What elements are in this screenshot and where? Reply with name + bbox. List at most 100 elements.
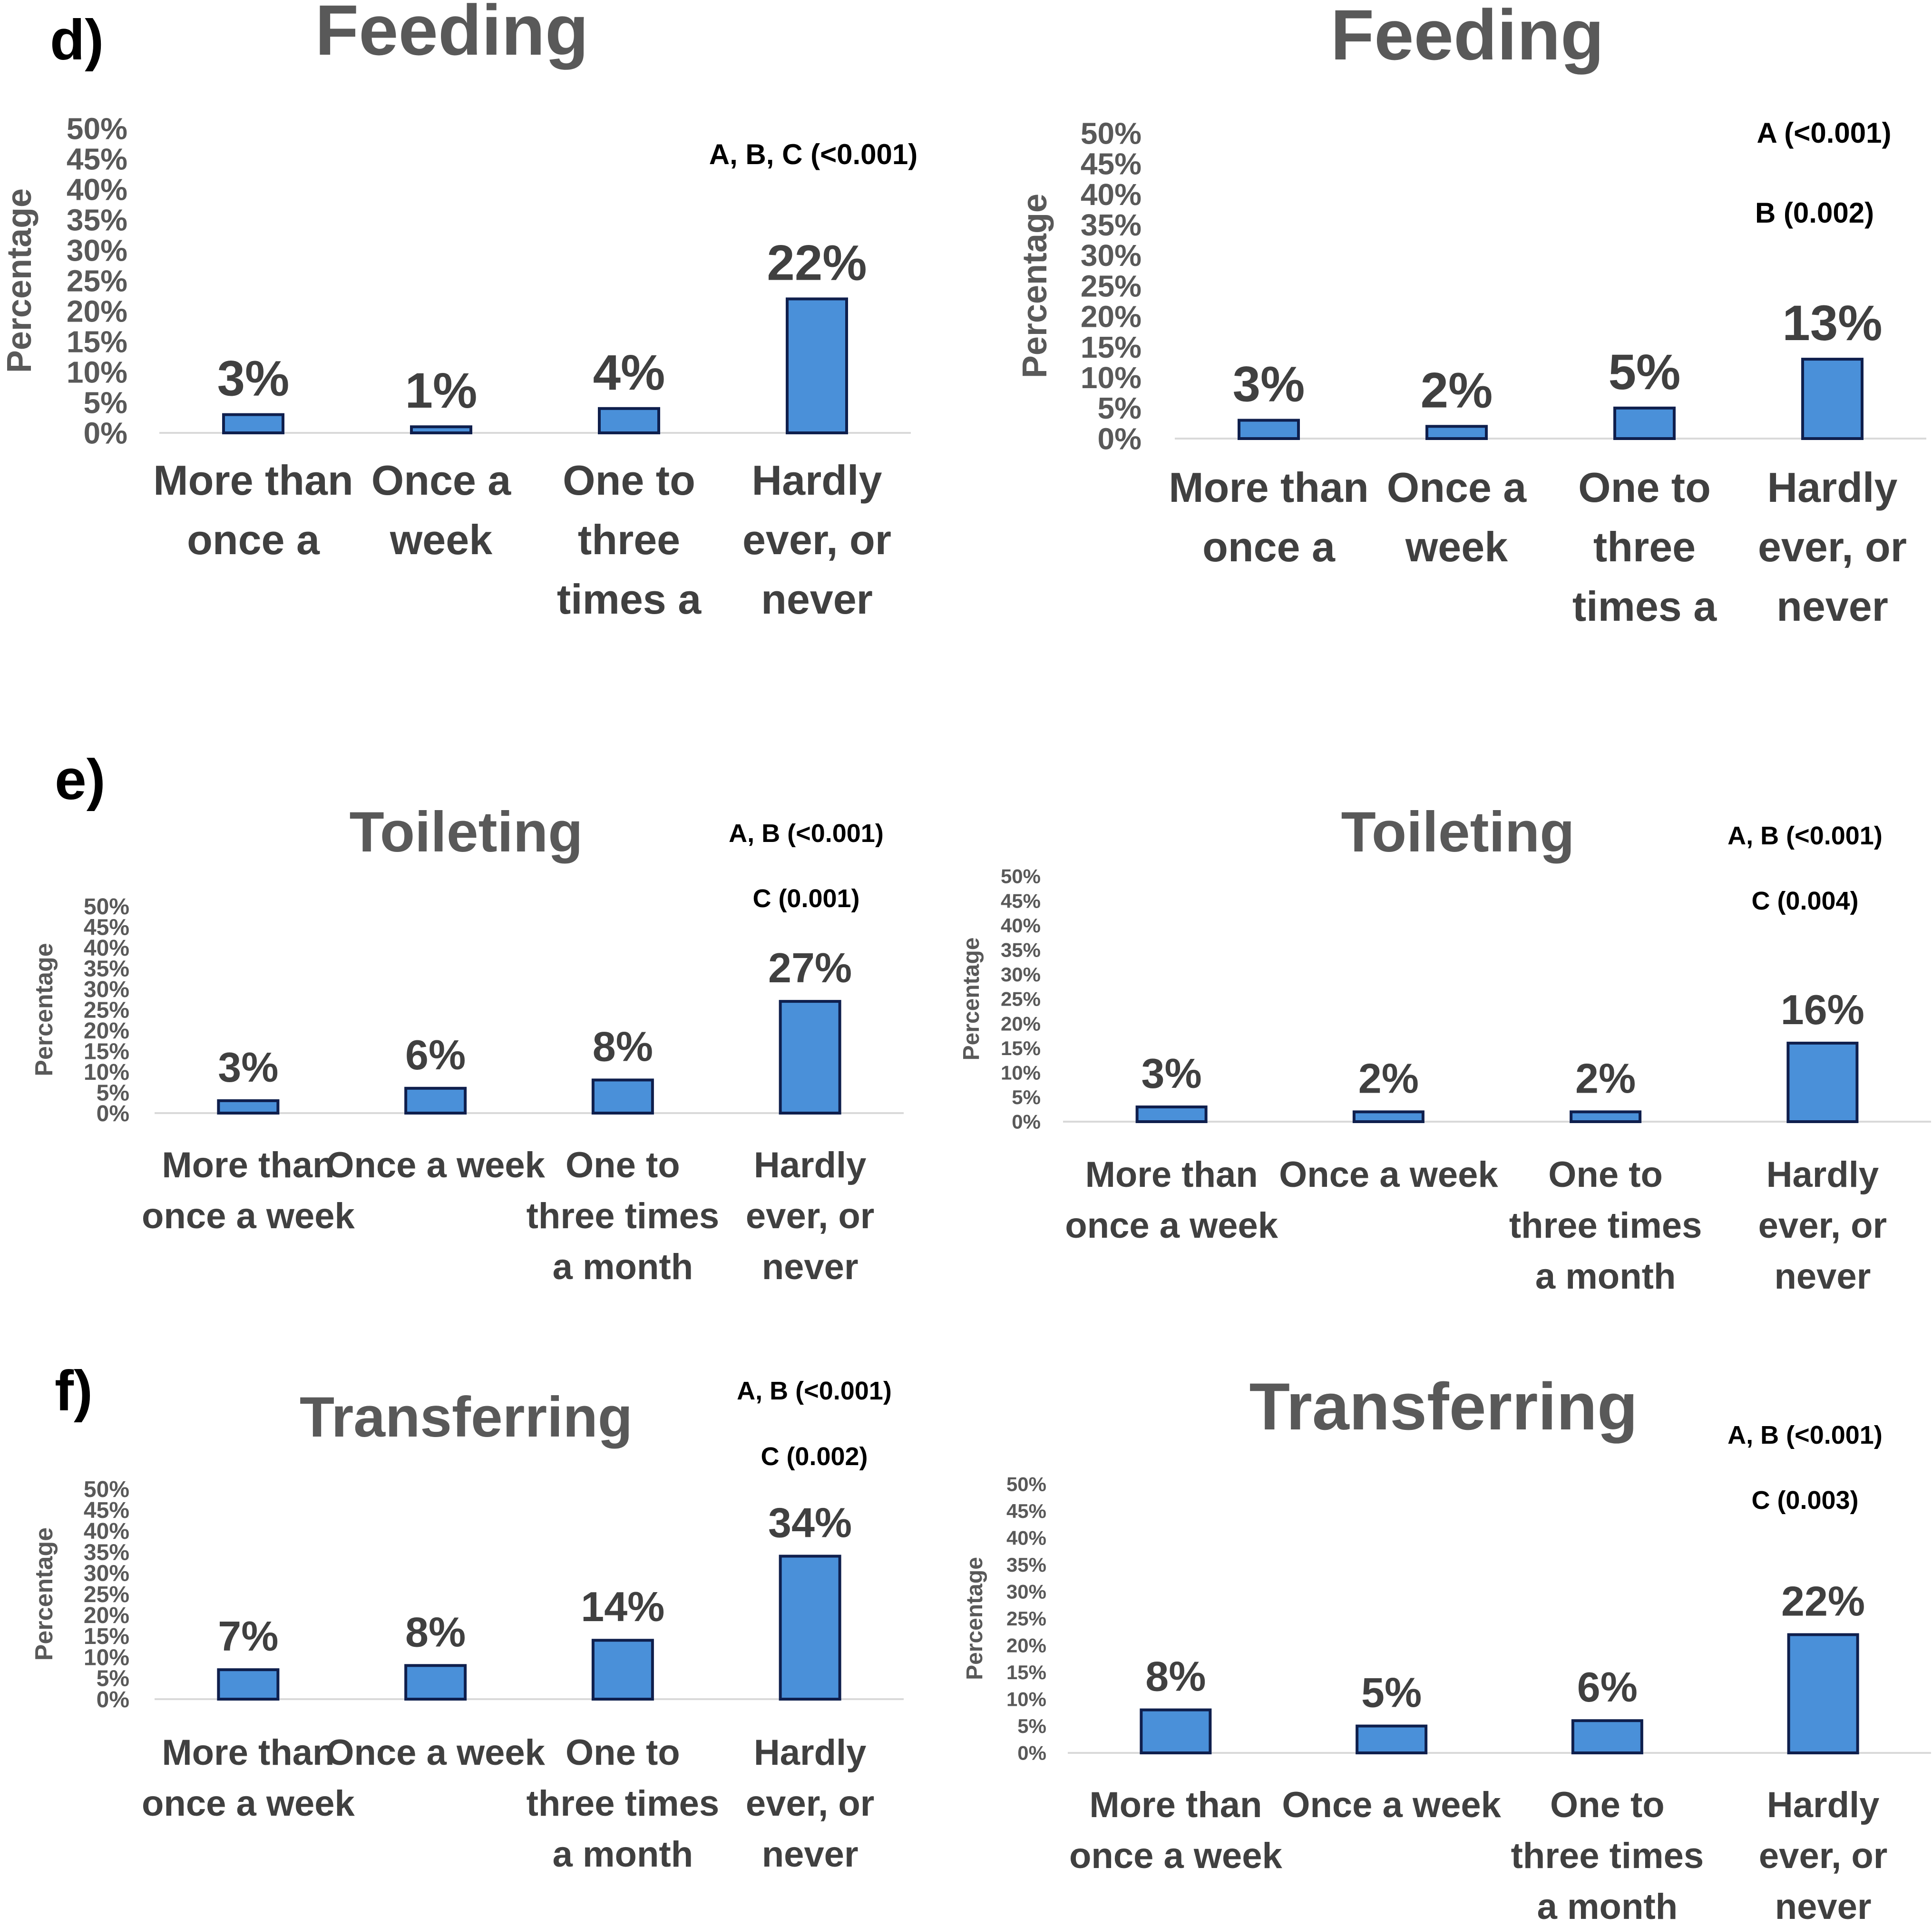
significance-annotation: C (0.002) xyxy=(761,1442,868,1471)
y-tick-label: 10% xyxy=(84,1645,129,1670)
panel-label-e: e) xyxy=(55,748,106,812)
chart-4: Toileting Percentage 0% 5%10% 15%20%25%30%35… xyxy=(959,800,1931,1297)
y-tick-label: 10% xyxy=(1001,1062,1041,1084)
data-label: 14% xyxy=(581,1583,664,1630)
x-tick-label: More than once a week xyxy=(1069,1785,1283,1876)
data-label: 8% xyxy=(405,1608,466,1655)
x-tick-label: Hardly ever, or never xyxy=(746,1145,874,1287)
y-tick-label: 50% xyxy=(1081,116,1142,150)
y-tick-label: 10% xyxy=(67,355,127,389)
significance-annotation: A, B, C (<0.001) xyxy=(709,138,918,170)
chart-3: Toileting Percentage 0%5%10%15%20%25%30%35… xyxy=(30,800,904,1287)
bar xyxy=(217,1668,280,1701)
y-tick-label: 5% xyxy=(1098,391,1142,425)
y-tick-label: 15% xyxy=(84,1039,129,1064)
chart-title: Feeding xyxy=(315,0,588,70)
y-axis-label: Percentage xyxy=(0,188,39,373)
x-tick-label: Once a week xyxy=(1279,1154,1498,1195)
data-label: 4% xyxy=(593,345,665,401)
bar xyxy=(1571,1719,1643,1754)
y-tick-label: 35% xyxy=(84,956,129,981)
y-tick-label: 25% xyxy=(84,998,129,1023)
panel-label-d: d) xyxy=(50,8,104,72)
y-tick-label: 5% xyxy=(97,1080,129,1105)
data-label: 8% xyxy=(593,1023,653,1070)
significance-annotation: A, B (<0.001) xyxy=(737,1377,892,1405)
y-tick-label: 40% xyxy=(1081,177,1142,212)
x-tick-label: Once a week xyxy=(326,1145,545,1185)
y-tick-label: 45% xyxy=(84,915,129,940)
y-tick-label: 40% xyxy=(84,936,129,961)
y-axis-label: Percentage xyxy=(1016,194,1054,378)
x-tick-label: Hardly ever, or never xyxy=(742,457,891,623)
data-label: 5% xyxy=(1361,1669,1422,1716)
y-tick-label: 15% xyxy=(1081,330,1142,364)
bar xyxy=(779,1555,841,1701)
significance-annotation: A, B (<0.001) xyxy=(729,819,884,848)
x-tick-label: Once a week xyxy=(1282,1785,1501,1825)
x-tick-label: Hardly ever, or never xyxy=(1758,1154,1887,1297)
y-tick-label: 35% xyxy=(67,203,127,237)
bar xyxy=(404,1086,467,1115)
y-tick-label: 35% xyxy=(84,1540,129,1565)
y-tick-label: 50% xyxy=(84,1477,129,1502)
x-tick-label: One to three times a month xyxy=(527,1732,720,1875)
x-tick-label: Hardly ever, or never xyxy=(746,1732,874,1875)
bar xyxy=(410,425,472,435)
y-tick-label: 25% xyxy=(1081,269,1142,303)
data-label: 3% xyxy=(1142,1050,1202,1097)
y-tick-label: 30% xyxy=(84,977,129,1002)
y-tick-label: 15% xyxy=(67,324,127,359)
significance-annotation: C (0.001) xyxy=(752,884,859,913)
y-axis-label: Percentage xyxy=(962,1557,987,1680)
bar xyxy=(1786,1041,1859,1123)
y-tick-label: 40% xyxy=(1001,914,1041,937)
y-tick-label: 0% xyxy=(1098,421,1142,456)
y-tick-label: 15% xyxy=(84,1624,129,1649)
x-tick-label: More than once a week xyxy=(142,1732,355,1824)
significance-annotation: A, B (<0.001) xyxy=(1727,1421,1883,1449)
y-tick-label: 25% xyxy=(84,1582,129,1607)
significance-annotation: C (0.004) xyxy=(1751,887,1858,915)
significance-annotation: C (0.003) xyxy=(1751,1486,1858,1515)
chart-5: Transferring Percentage 0%5%10%15%20%25%30… xyxy=(30,1377,904,1875)
x-tick-label: More than once a week xyxy=(142,1145,355,1236)
y-tick-label: 45% xyxy=(1001,890,1041,912)
y-tick-label: 20% xyxy=(67,294,127,328)
y-tick-label: 50% xyxy=(67,111,127,146)
chart-6: Transferring Percentage 0% 5% 10% 15% 20% 25% 30… xyxy=(962,1369,1931,1927)
chart-2: FeedingPercentage0%5%10%15%20%25%30%35%4… xyxy=(1016,0,1926,630)
x-tick-label: One to three times a xyxy=(557,457,702,623)
bar xyxy=(1613,406,1676,440)
significance-annotation: B (0.002) xyxy=(1755,197,1874,229)
chart-1: FeedingPercentage0%5%10%15%20%25%30%35%4… xyxy=(0,0,917,623)
y-tick-label: 15% xyxy=(1001,1037,1041,1059)
data-label: 8% xyxy=(1145,1653,1206,1700)
y-tick-label: 10% xyxy=(1006,1688,1046,1711)
y-tick-label: 25% xyxy=(67,264,127,298)
y-axis-label: Percentage xyxy=(30,1527,58,1661)
bar xyxy=(217,1099,280,1115)
y-tick-label: 0% xyxy=(97,1101,129,1126)
chart-title: Feeding xyxy=(1330,0,1604,75)
bar xyxy=(1425,425,1488,440)
y-tick-label: 50% xyxy=(1006,1473,1046,1496)
y-tick-label: 40% xyxy=(84,1519,129,1544)
y-tick-label: 20% xyxy=(1001,1012,1041,1035)
y-tick-label: 5% xyxy=(1012,1086,1041,1108)
x-tick-label: One to three times a xyxy=(1572,464,1717,630)
data-label: 22% xyxy=(1781,1577,1865,1624)
y-tick-label: 20% xyxy=(1081,300,1142,334)
y-axis-label: Percentage xyxy=(30,943,58,1076)
y-tick-label: 10% xyxy=(84,1060,129,1085)
data-label: 3% xyxy=(218,1044,278,1091)
bar xyxy=(786,297,848,435)
y-tick-label: 35% xyxy=(1006,1554,1046,1576)
y-tick-label: 45% xyxy=(1081,147,1142,181)
x-tick-label: Once a week xyxy=(326,1732,545,1773)
chart-title: Transferring xyxy=(1249,1369,1638,1444)
bar xyxy=(598,407,660,434)
x-tick-label: Once a week xyxy=(1387,464,1527,570)
y-tick-label: 15% xyxy=(1006,1661,1046,1683)
